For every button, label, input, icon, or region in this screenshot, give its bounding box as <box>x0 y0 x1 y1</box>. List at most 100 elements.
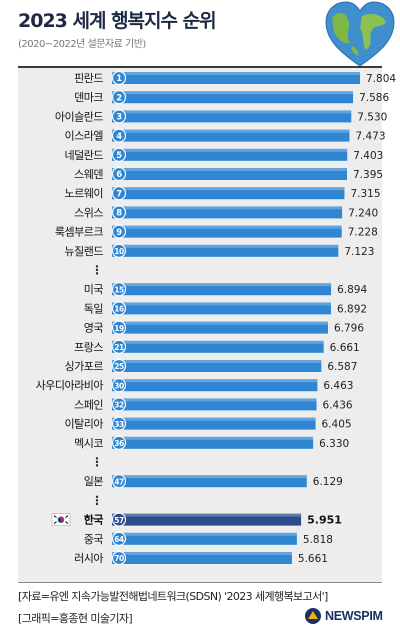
value-label: 6.436 <box>323 399 353 411</box>
country-label: 프랑스 <box>74 341 103 354</box>
country-label: 싱가포르 <box>65 360 104 373</box>
bar <box>112 436 314 449</box>
bar <box>112 321 328 334</box>
rank-label: 19 <box>114 324 124 333</box>
rank-label: 4 <box>116 132 122 142</box>
bar <box>112 187 345 200</box>
globe-heart-icon <box>325 1 395 67</box>
bar-highlight-stripe <box>112 302 332 306</box>
rank-label: 2 <box>116 93 122 103</box>
bar <box>112 475 307 488</box>
country-label: 네덜란드 <box>65 149 104 162</box>
country-label: 러시아 <box>74 552 103 565</box>
bar-highlight-stripe <box>112 244 339 248</box>
value-label: 7.240 <box>348 207 378 219</box>
bar-highlight-stripe <box>112 340 324 344</box>
value-label: 5.661 <box>298 553 328 565</box>
value-label: 7.473 <box>355 131 385 143</box>
bar <box>112 148 348 161</box>
rank-label: 9 <box>116 228 122 238</box>
bar-highlight-stripe <box>112 225 342 229</box>
country-label: 이탈리아 <box>65 418 104 431</box>
bar <box>112 225 342 238</box>
rank-label: 36 <box>114 439 124 448</box>
rank-circle <box>111 397 127 412</box>
rank-circle <box>111 358 127 374</box>
bar-highlight-stripe <box>112 379 318 383</box>
separator-dots: ⋮ <box>91 493 103 507</box>
page-title: 2023 세계 행복지수 순위 <box>18 10 217 32</box>
bar-highlight-stripe <box>112 552 292 555</box>
country-label: 미국 <box>84 283 104 296</box>
country-label: 룩셈부르크 <box>55 226 103 239</box>
bar-highlight-stripe <box>112 513 302 517</box>
bar-highlight-stripe <box>112 321 328 325</box>
flag-trigram <box>65 521 69 524</box>
country-label: 영국 <box>84 322 104 335</box>
bar-highlight-stripe <box>112 187 345 191</box>
bar <box>112 302 332 315</box>
bar <box>112 379 318 392</box>
footer-divider <box>18 582 382 583</box>
bar-highlight-stripe <box>112 436 314 440</box>
rank-circle <box>111 70 127 86</box>
country-label: 일본 <box>84 474 104 488</box>
rank-label: 70 <box>114 554 124 563</box>
rank-label: 21 <box>114 343 124 352</box>
country-label: 이스라엘 <box>65 130 104 143</box>
flag-trigram <box>53 521 57 524</box>
rank-circle <box>111 474 127 489</box>
rank-label: 32 <box>114 401 124 410</box>
bar <box>112 110 352 123</box>
rank-label: 8 <box>116 209 122 219</box>
country-label: 사우디아라비아 <box>36 379 104 392</box>
rank-circle <box>111 109 127 124</box>
value-label: 7.123 <box>344 246 374 258</box>
rank-label: 30 <box>114 381 124 390</box>
rank-label: 3 <box>116 113 122 123</box>
rank-label: 47 <box>114 477 124 486</box>
bar <box>112 91 354 104</box>
bar-highlight-stripe <box>112 110 352 114</box>
rank-label: 33 <box>114 420 124 429</box>
rank-label: 10 <box>114 247 124 256</box>
country-label: 독일 <box>84 301 104 315</box>
bar <box>112 340 324 353</box>
rank-label: 64 <box>114 535 124 544</box>
bar-highlight-stripe <box>112 283 332 287</box>
rank-circle <box>111 320 127 335</box>
bar-highlight-stripe <box>112 91 354 95</box>
bar-highlight-stripe <box>112 148 348 152</box>
value-label: 6.892 <box>337 303 367 315</box>
rank-circle <box>111 378 127 393</box>
newspim-logo: NEWSPIM <box>304 606 383 626</box>
rank-circle <box>111 282 127 297</box>
bar <box>112 283 332 296</box>
rank-circle <box>111 512 127 527</box>
rank-circle <box>111 531 127 546</box>
value-label: 6.796 <box>334 323 364 335</box>
bar <box>112 552 292 564</box>
separator-dots: ⋮ <box>91 263 103 277</box>
bar-highlight-stripe <box>112 206 343 210</box>
bar-highlight-stripe <box>112 168 348 171</box>
value-label: 7.228 <box>348 227 378 239</box>
value-label: 6.129 <box>313 476 343 488</box>
bar <box>112 398 317 411</box>
country-label: 한국 <box>84 513 104 527</box>
value-label: 6.661 <box>330 342 360 354</box>
country-label: 스위스 <box>74 206 103 219</box>
bar <box>112 532 297 545</box>
country-label: 멕시코 <box>74 437 103 450</box>
rank-label: 6 <box>116 170 122 180</box>
country-label: 아이슬란드 <box>55 110 103 123</box>
newspim-logo-mark <box>305 608 321 624</box>
rank-label: 57 <box>114 516 124 525</box>
bar <box>112 417 316 430</box>
flag-trigram <box>53 515 57 518</box>
bar-highlight-stripe <box>112 532 297 536</box>
country-label: 뉴질랜드 <box>65 245 104 258</box>
separator-dots: ⋮ <box>91 455 103 469</box>
flag-taegeuk-blue <box>57 517 65 523</box>
